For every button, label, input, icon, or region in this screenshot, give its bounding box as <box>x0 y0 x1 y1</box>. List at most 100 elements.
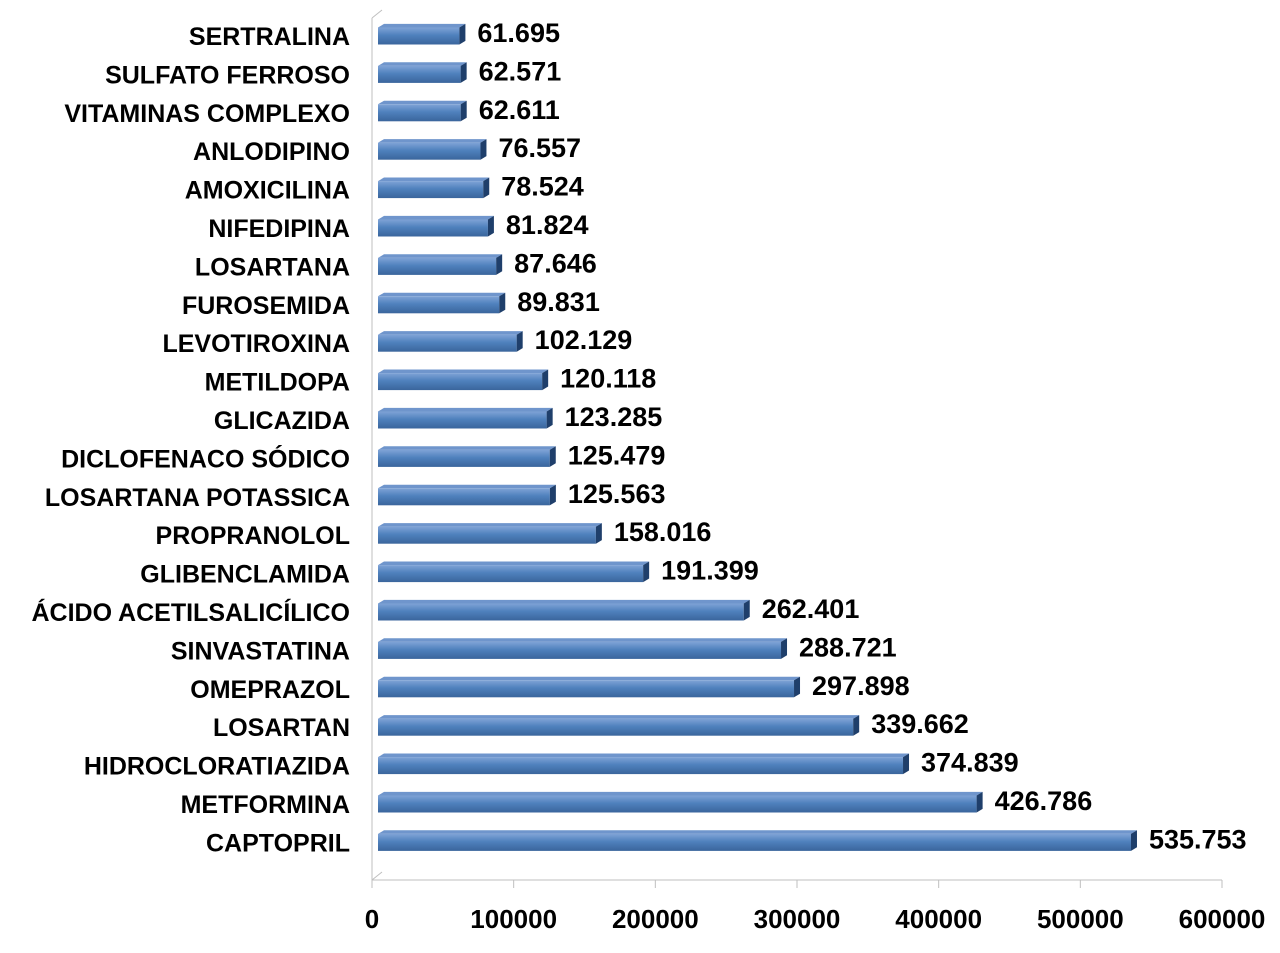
x-tick-label: 0 <box>365 904 379 934</box>
x-tick-label: 100000 <box>470 904 557 934</box>
bar-side-face <box>480 139 487 160</box>
x-tick-label: 500000 <box>1037 904 1124 934</box>
bar-top-face <box>378 62 467 66</box>
bar-side-face <box>549 484 556 506</box>
bar <box>378 830 1137 851</box>
bar <box>378 484 556 506</box>
bar <box>378 331 523 352</box>
bar-front-face <box>378 219 488 237</box>
bar-front-face <box>378 757 904 775</box>
bar <box>378 292 506 314</box>
bar-side-face <box>546 407 553 429</box>
bar-side-face <box>643 561 650 583</box>
bar <box>378 715 860 736</box>
bar <box>378 791 983 813</box>
bar-top-face <box>378 599 750 604</box>
bar-side-face <box>542 369 549 391</box>
bar-side-face <box>516 331 523 352</box>
bar-top-face <box>378 177 490 182</box>
bar-top-face <box>378 215 494 220</box>
data-label: 81.824 <box>506 210 589 240</box>
bar-side-face <box>487 215 494 237</box>
data-label: 125.563 <box>568 479 666 509</box>
bar-top-face <box>378 254 503 258</box>
data-label: 62.611 <box>479 95 560 125</box>
bar-front-face <box>378 718 854 736</box>
bar-side-face <box>460 100 467 122</box>
data-label: 535.753 <box>1149 824 1247 854</box>
data-label: 191.399 <box>661 556 759 586</box>
data-label: 262.401 <box>762 594 860 624</box>
bar-front-face <box>378 833 1131 851</box>
bar <box>378 523 602 544</box>
bar-front-face <box>378 373 543 391</box>
bar-top-face <box>378 369 549 374</box>
category-label: GLIBENCLAMIDA <box>140 561 350 589</box>
category-label: DICLOFENACO SÓDICO <box>61 443 350 473</box>
data-label: 89.831 <box>517 287 600 317</box>
bar-top-face <box>378 715 860 719</box>
bar-side-face <box>794 676 801 698</box>
bar-side-face <box>1130 830 1137 851</box>
bar <box>378 23 466 45</box>
bar-front-face <box>378 603 744 621</box>
bar-side-face <box>499 292 506 314</box>
bar-top-face <box>378 331 523 335</box>
category-label: CAPTOPRIL <box>206 829 350 857</box>
bar-top-face <box>378 292 506 297</box>
category-label: OMEPRAZOL <box>190 676 350 704</box>
x-tick-label: 600000 <box>1179 904 1266 934</box>
bar-front-face <box>378 65 461 83</box>
x-tick-label: 200000 <box>612 904 699 934</box>
x-tick-label: 400000 <box>895 904 982 934</box>
bar-top-face <box>378 638 788 642</box>
bar-side-face <box>781 638 788 659</box>
bar-front-face <box>378 641 782 659</box>
bar-side-face <box>496 254 503 275</box>
bar-top-face <box>378 100 467 105</box>
data-label: 297.898 <box>812 671 910 701</box>
bar <box>378 446 556 467</box>
axis-corner-bottom <box>371 871 383 881</box>
bar-top-face <box>378 676 801 681</box>
bar <box>378 369 549 391</box>
bar-front-face <box>378 181 484 199</box>
bar-front-face <box>378 296 500 314</box>
bar-front-face <box>378 27 460 45</box>
bar <box>378 254 503 275</box>
category-label: LOSARTANA <box>195 253 350 281</box>
category-label: FUROSEMIDA <box>182 292 350 320</box>
bar-front-face <box>378 257 497 275</box>
bar-top-face <box>378 484 556 489</box>
category-label: METILDOPA <box>205 369 350 397</box>
bar-front-face <box>378 411 547 429</box>
bar-side-face <box>483 177 490 199</box>
bar-side-face <box>460 62 467 83</box>
data-label: 62.571 <box>479 56 562 86</box>
bar-top-face <box>378 23 466 28</box>
bar-top-face <box>378 407 553 412</box>
data-label: 61.695 <box>477 18 560 48</box>
bar-front-face <box>378 526 596 544</box>
axis-corner-top <box>371 9 383 19</box>
data-label: 123.285 <box>565 402 663 432</box>
data-label: 87.646 <box>514 248 597 278</box>
data-label: 426.786 <box>995 786 1093 816</box>
data-label: 120.118 <box>560 364 656 394</box>
bar-side-face <box>903 753 910 775</box>
bar-side-face <box>853 715 860 736</box>
category-label: SULFATO FERROSO <box>105 61 350 89</box>
bar-front-face <box>378 104 461 122</box>
bar-top-face <box>378 139 487 143</box>
data-label: 78.524 <box>501 172 584 202</box>
bar-side-face <box>549 446 556 467</box>
category-label: SINVASTATINA <box>171 637 350 665</box>
bar-front-face <box>378 488 550 506</box>
bar <box>378 599 750 621</box>
bar-side-face <box>595 523 602 544</box>
data-label: 102.129 <box>535 325 633 355</box>
bar <box>378 100 467 122</box>
bar-side-face <box>743 599 750 621</box>
